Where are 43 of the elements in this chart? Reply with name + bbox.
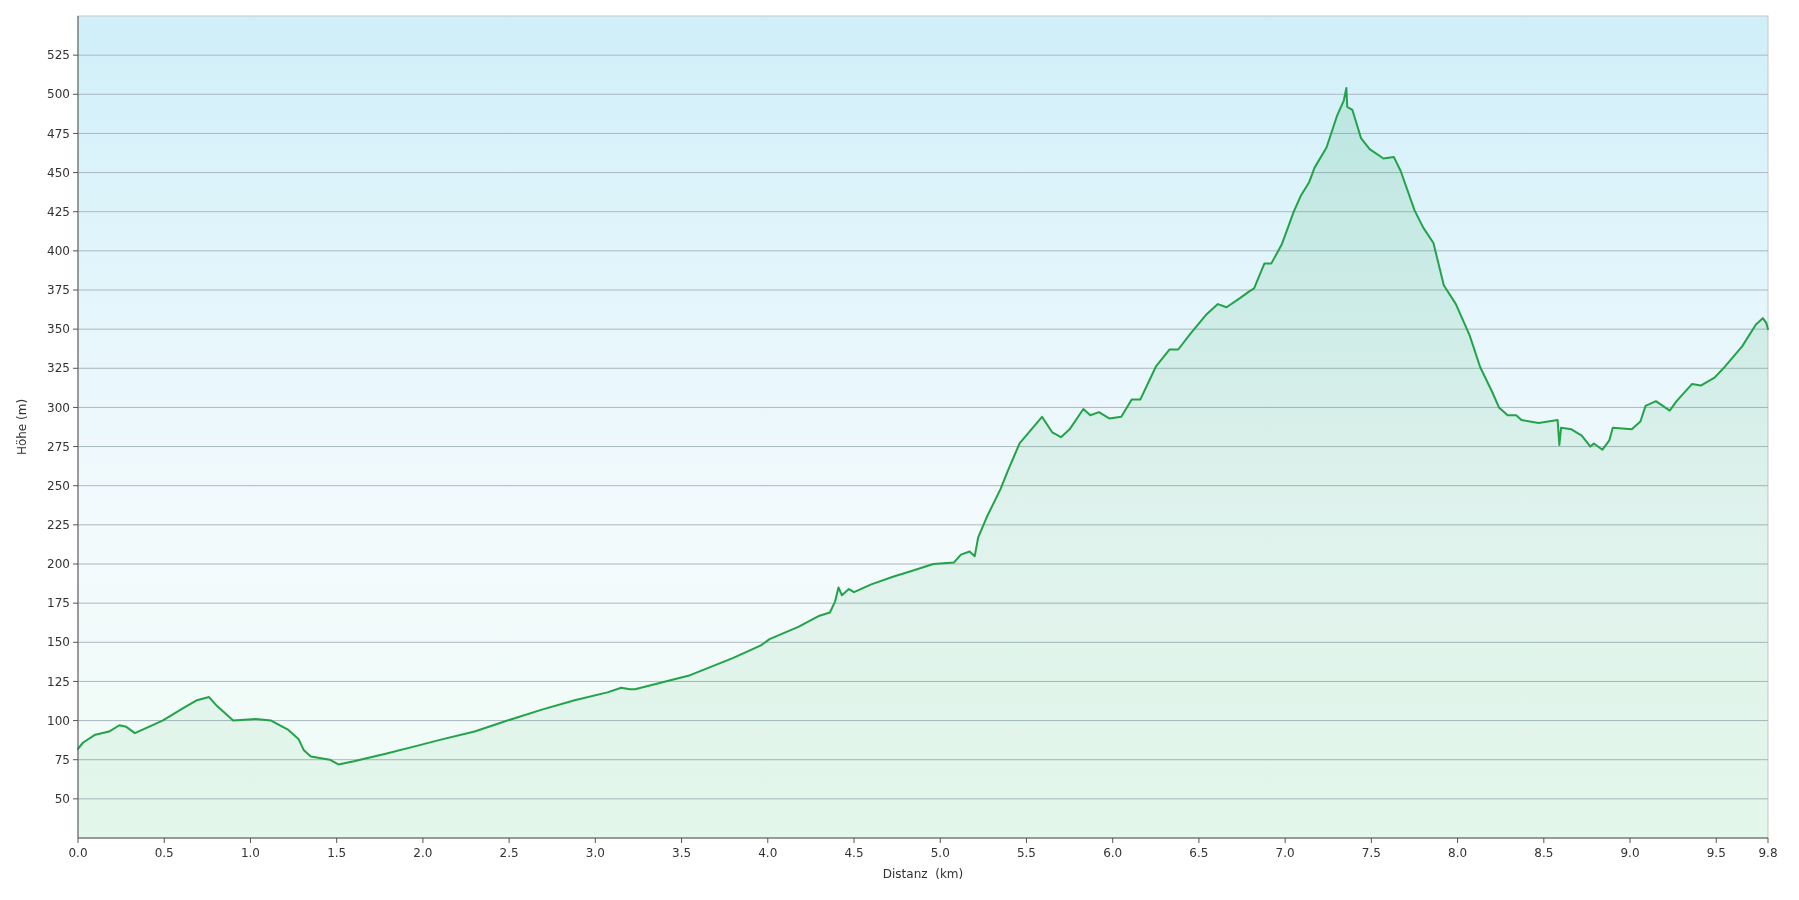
y-axis-title: Höhe (m) <box>15 398 29 456</box>
x-tick-label: 6.5 <box>1189 846 1209 860</box>
x-tick-label: 0.5 <box>154 846 174 860</box>
y-tick-label: 475 <box>47 126 70 141</box>
y-tick-label: 500 <box>47 87 70 102</box>
y-tick-label: 375 <box>47 283 70 298</box>
y-tick-label: 525 <box>47 48 70 63</box>
x-tick-label: 1.0 <box>240 846 260 860</box>
y-tick-label: 150 <box>47 635 70 650</box>
x-tick-label: 4.0 <box>758 846 778 860</box>
x-tick-label: 4.5 <box>844 846 864 860</box>
y-tick-label: 425 <box>47 204 70 219</box>
x-tick-label: 1.5 <box>327 846 347 860</box>
x-tick-label: 7.5 <box>1361 846 1381 860</box>
y-tick-label: 250 <box>47 478 70 493</box>
x-tick-label: 7.0 <box>1275 846 1295 860</box>
x-tick-label: 3.0 <box>585 846 605 860</box>
x-tick-label: 6.0 <box>1103 846 1123 860</box>
x-tick-label: 0.0 <box>68 846 88 860</box>
y-tick-label: 125 <box>47 674 70 689</box>
x-tick-label: 2.5 <box>499 846 519 860</box>
x-tick-label: 2.0 <box>413 846 433 860</box>
x-tick-label: 3.5 <box>672 846 692 860</box>
y-tick-label: 450 <box>47 165 70 180</box>
y-tick-label: 175 <box>47 596 70 611</box>
x-tick-label: 9.8 <box>1758 846 1778 860</box>
y-tick-label: 50 <box>54 792 70 807</box>
x-tick-label: 9.0 <box>1620 846 1640 860</box>
y-tick-label: 275 <box>47 439 70 454</box>
y-tick-label: 350 <box>47 322 70 337</box>
y-tick-label: 400 <box>47 244 70 259</box>
x-tick-label: 5.5 <box>1016 846 1037 860</box>
x-axis-title: Distanz (km) <box>882 867 964 881</box>
y-tick-label: 100 <box>47 713 70 728</box>
x-tick-label: 5.0 <box>930 846 950 860</box>
x-tick-label: 8.0 <box>1448 846 1468 860</box>
y-tick-label: 225 <box>47 518 70 533</box>
y-tick-label: 75 <box>54 752 70 767</box>
x-tick-label: 9.5 <box>1706 846 1726 860</box>
y-tick-label: 325 <box>47 361 70 376</box>
y-tick-label: 300 <box>47 400 70 415</box>
y-tick-label: 200 <box>47 557 70 572</box>
x-tick-label: 8.5 <box>1534 846 1554 860</box>
